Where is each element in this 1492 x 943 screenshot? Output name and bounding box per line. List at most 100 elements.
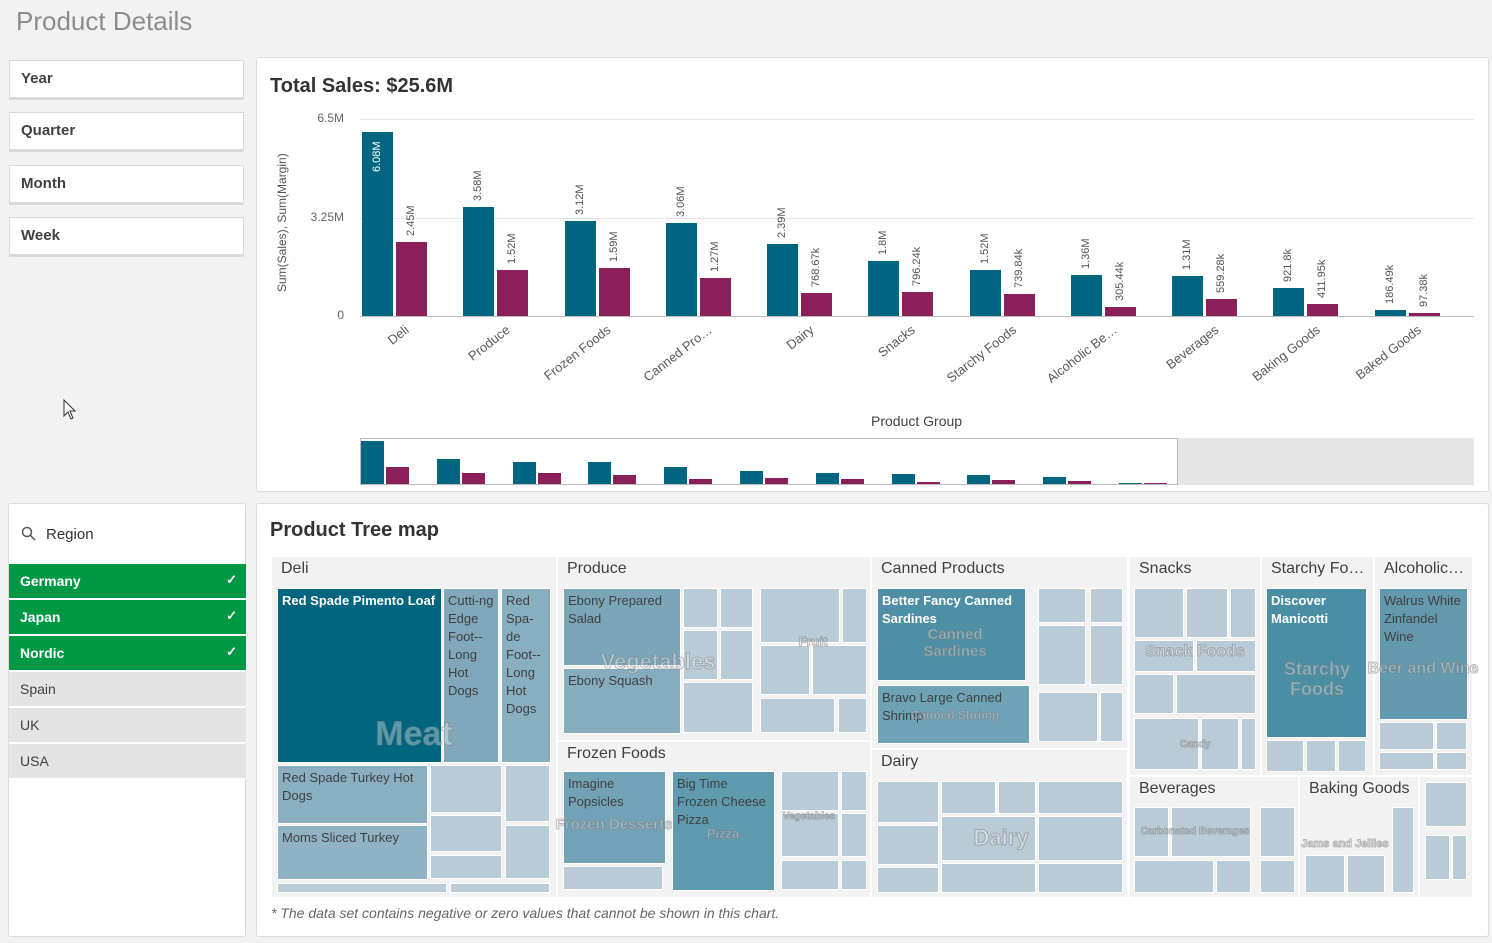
bar-margin[interactable]	[902, 291, 934, 316]
treemap-tile[interactable]	[450, 883, 550, 893]
bar-sales[interactable]	[868, 261, 900, 316]
treemap-tile[interactable]	[1452, 835, 1467, 880]
treemap-tile[interactable]	[781, 813, 839, 857]
treemap-tile[interactable]	[1038, 781, 1123, 814]
bar-margin[interactable]	[801, 292, 833, 316]
filter-month[interactable]: Month	[9, 165, 244, 205]
bar-margin[interactable]	[1104, 306, 1136, 316]
treemap-tile[interactable]	[1186, 588, 1228, 638]
region-item-usa[interactable]: USA	[9, 744, 246, 779]
mini-chart-unselected-area[interactable]	[1178, 438, 1474, 485]
treemap-tile[interactable]: Big Time Frozen Cheese Pizza	[672, 771, 775, 891]
treemap-tile[interactable]	[760, 645, 810, 695]
bar-sales[interactable]	[1273, 288, 1305, 316]
filter-year[interactable]: Year	[9, 60, 244, 100]
bar-margin[interactable]	[699, 277, 731, 316]
bar-sales[interactable]	[969, 269, 1001, 316]
treemap-tile[interactable]	[841, 813, 867, 857]
treemap-tile[interactable]	[1436, 722, 1467, 750]
treemap-tile[interactable]: Red Spade Turkey Hot Dogs	[277, 765, 428, 824]
treemap-tile[interactable]	[720, 588, 753, 628]
treemap-tile[interactable]: Moms Sliced Turkey	[277, 825, 428, 880]
bar-sales[interactable]	[767, 243, 799, 316]
region-item-japan[interactable]: Japan ✓	[9, 600, 246, 635]
treemap-tile[interactable]	[1134, 718, 1199, 770]
treemap-tile[interactable]	[1134, 588, 1184, 638]
treemap-tile[interactable]	[877, 867, 939, 893]
treemap-tile[interactable]	[563, 866, 663, 890]
bar-sales[interactable]	[564, 221, 596, 316]
treemap-tile[interactable]	[1425, 835, 1450, 880]
treemap-tile[interactable]	[841, 860, 867, 890]
mini-chart-range-handle[interactable]	[360, 438, 1178, 485]
bar-sales[interactable]	[1172, 276, 1204, 316]
treemap-tile[interactable]	[1379, 722, 1434, 750]
treemap-tile[interactable]: Discover Manicotti	[1266, 588, 1367, 738]
treemap-tile[interactable]	[842, 588, 867, 643]
bar-sales[interactable]	[665, 223, 697, 316]
treemap-tile[interactable]	[1171, 807, 1251, 857]
treemap-tile[interactable]	[1038, 588, 1086, 623]
treemap-tile[interactable]	[505, 825, 550, 879]
treemap-tile[interactable]	[1260, 807, 1295, 857]
bar-margin[interactable]	[598, 267, 630, 316]
bar-sales[interactable]	[362, 131, 393, 316]
treemap-tile[interactable]	[1176, 674, 1256, 714]
treemap-tile[interactable]	[683, 588, 718, 628]
treemap-tile[interactable]	[1260, 860, 1295, 893]
treemap-tile[interactable]	[941, 863, 1036, 893]
treemap-tile[interactable]	[505, 765, 550, 822]
treemap-tile[interactable]	[877, 825, 939, 865]
treemap-tile[interactable]	[277, 883, 447, 893]
treemap-tile[interactable]	[760, 588, 840, 643]
treemap-tile[interactable]	[1196, 640, 1256, 672]
bar-margin[interactable]	[396, 241, 427, 316]
treemap-tile[interactable]	[841, 771, 867, 811]
bar-chart[interactable]: 0 3.25M 6.5M Sum(Sales), Sum(Margin) Product…	[0, 0, 1492, 500]
treemap-tile[interactable]	[1134, 807, 1169, 857]
treemap-tile[interactable]	[1230, 588, 1256, 638]
treemap-tile[interactable]	[1216, 860, 1251, 893]
treemap-tile[interactable]	[838, 698, 867, 733]
treemap-tile[interactable]	[1306, 740, 1336, 772]
treemap-tile[interactable]	[1038, 692, 1098, 742]
treemap-tile[interactable]	[998, 781, 1036, 814]
treemap-tile[interactable]	[1201, 718, 1239, 770]
region-item-nordic[interactable]: Nordic ✓	[9, 636, 246, 671]
bar-margin[interactable]	[1307, 303, 1339, 316]
treemap-tile[interactable]	[1038, 863, 1123, 893]
treemap-tile[interactable]	[1134, 860, 1214, 893]
treemap-tile[interactable]	[1392, 807, 1414, 893]
treemap-tile[interactable]	[1100, 692, 1123, 742]
treemap-tile[interactable]: Imagine Popsicles	[563, 771, 666, 864]
filter-week[interactable]: Week	[9, 217, 244, 257]
filter-quarter[interactable]: Quarter	[9, 112, 244, 152]
treemap-tile[interactable]	[1038, 816, 1123, 861]
treemap-tile[interactable]	[1338, 740, 1366, 772]
treemap-tile[interactable]: Bravo Large Canned Shrimp	[877, 685, 1030, 744]
treemap-tile[interactable]	[683, 682, 753, 733]
treemap-tile[interactable]: Ebony Squash	[563, 668, 681, 734]
search-icon[interactable]	[21, 526, 37, 542]
treemap-tile[interactable]	[1266, 740, 1304, 772]
treemap-tile[interactable]	[1436, 752, 1467, 770]
treemap-tile[interactable]	[1134, 674, 1174, 714]
treemap-tile[interactable]: Red Spa-de Foot--Long Hot Dogs	[501, 588, 551, 763]
treemap-tile[interactable]	[430, 815, 502, 852]
region-item-germany[interactable]: Germany ✓	[9, 564, 246, 599]
treemap-tile[interactable]	[1241, 718, 1256, 770]
treemap-tile[interactable]	[781, 771, 839, 811]
treemap-tile[interactable]	[812, 645, 867, 695]
treemap-tile[interactable]: Ebony Prepared Salad	[563, 588, 681, 666]
treemap-tile[interactable]	[683, 630, 718, 680]
treemap-tile[interactable]	[1038, 625, 1086, 685]
bar-margin[interactable]	[1408, 313, 1440, 316]
treemap-tile[interactable]	[760, 698, 835, 733]
treemap-tile[interactable]: Red Spade Pimento Loaf	[277, 588, 442, 763]
treemap-tile[interactable]: Walrus White Zinfandel Wine	[1379, 588, 1468, 720]
treemap-tile[interactable]: Cutti-ng Edge Foot--Long Hot Dogs	[443, 588, 499, 763]
treemap-tile[interactable]	[1090, 625, 1123, 685]
treemap-tile[interactable]	[1379, 752, 1434, 770]
treemap-tile[interactable]	[941, 816, 1036, 861]
treemap-tile[interactable]	[1305, 855, 1345, 893]
